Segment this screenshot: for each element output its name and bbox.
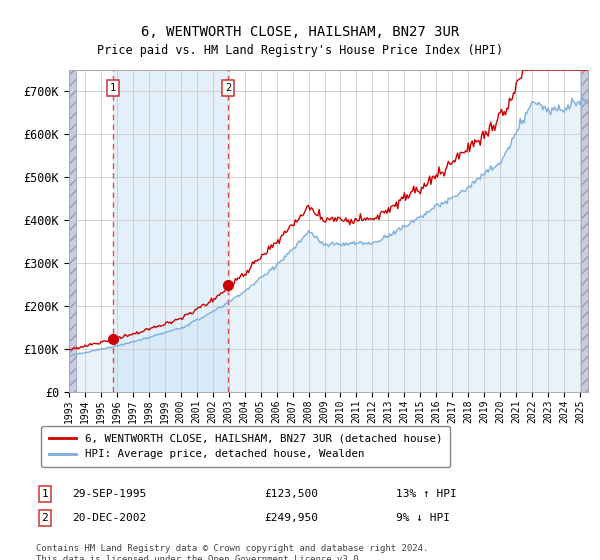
Legend: 6, WENTWORTH CLOSE, HAILSHAM, BN27 3UR (detached house), HPI: Average price, det: 6, WENTWORTH CLOSE, HAILSHAM, BN27 3UR (…	[41, 426, 450, 467]
Text: Contains HM Land Registry data © Crown copyright and database right 2024.
This d: Contains HM Land Registry data © Crown c…	[36, 544, 428, 560]
Text: 9% ↓ HPI: 9% ↓ HPI	[396, 513, 450, 523]
Text: 20-DEC-2002: 20-DEC-2002	[72, 513, 146, 523]
Text: 13% ↑ HPI: 13% ↑ HPI	[396, 489, 457, 499]
Text: £249,950: £249,950	[264, 513, 318, 523]
Text: 29-SEP-1995: 29-SEP-1995	[72, 489, 146, 499]
Bar	[113, 70, 228, 392]
Text: 6, WENTWORTH CLOSE, HAILSHAM, BN27 3UR: 6, WENTWORTH CLOSE, HAILSHAM, BN27 3UR	[141, 25, 459, 39]
Text: 2: 2	[41, 513, 49, 523]
Bar	[69, 70, 76, 392]
Text: £123,500: £123,500	[264, 489, 318, 499]
Text: 1: 1	[41, 489, 49, 499]
Text: 1: 1	[110, 83, 116, 93]
Bar	[581, 70, 588, 392]
Text: Price paid vs. HM Land Registry's House Price Index (HPI): Price paid vs. HM Land Registry's House …	[97, 44, 503, 57]
Text: 2: 2	[225, 83, 232, 93]
